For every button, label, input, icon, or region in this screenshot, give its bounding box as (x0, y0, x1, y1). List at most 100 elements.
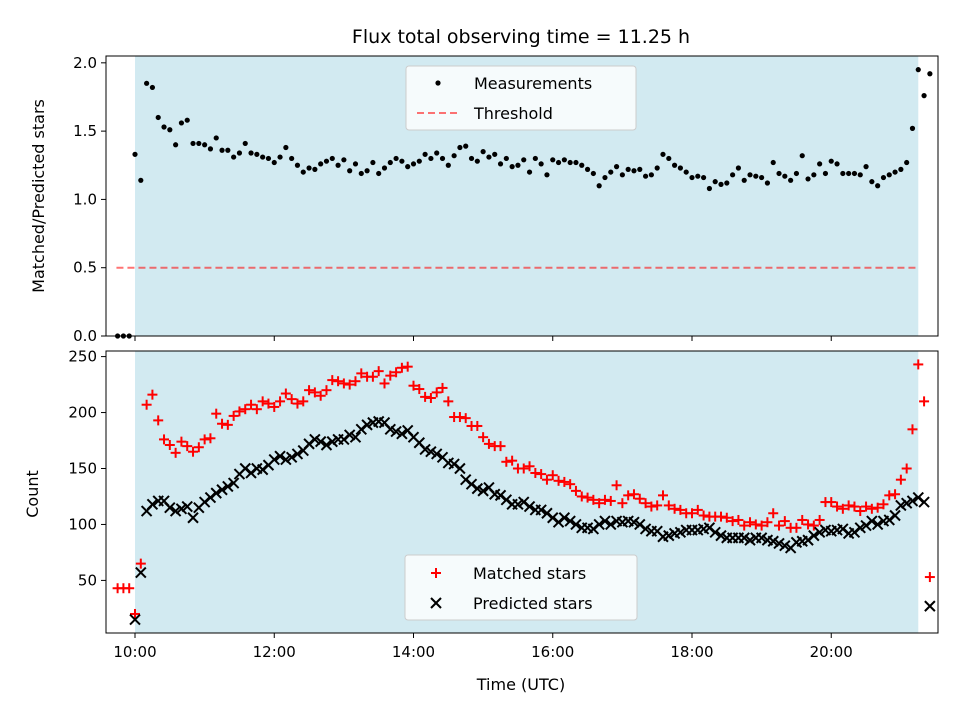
matched-star-point (193, 442, 204, 453)
predicted-star-point (129, 613, 141, 626)
measurement-point (776, 170, 782, 177)
bottom-x-tick-label: 20:00 (810, 643, 853, 661)
measurement-point (817, 161, 823, 167)
matched-star-point (182, 441, 193, 452)
measurement-point (225, 147, 231, 153)
bottom-axis-ticks: 50 100 150 200 250 10:00 12:00 14:00 16:00 18:00 2… (68, 348, 853, 661)
measurement-point (486, 154, 492, 160)
matched-star-point (495, 441, 506, 452)
bottom-y-axis-label: Count (23, 470, 42, 518)
matched-star-point (733, 514, 744, 525)
measurement-point (573, 159, 579, 166)
matched-star-point (698, 510, 709, 521)
measurement-point (584, 166, 591, 172)
measurement-point (596, 183, 602, 189)
measurement-point (178, 120, 185, 126)
matched-star-point (263, 398, 274, 409)
measurement-point (671, 162, 678, 168)
measurement-point (236, 150, 243, 156)
measurement-point (509, 164, 515, 170)
predicted-star-point (216, 484, 228, 496)
measurement-point (869, 179, 875, 185)
matched-star-point (530, 467, 541, 478)
legend-predicted-label: Predicted stars (473, 594, 593, 613)
matched-star-point (901, 463, 912, 474)
measurement-point (793, 170, 800, 177)
predicted-star-point (558, 512, 571, 524)
matched-star-point (745, 517, 756, 528)
measurement-point (880, 174, 887, 181)
matched-star-point (791, 522, 802, 533)
matched-star-point (333, 376, 344, 387)
measurement-point (811, 172, 817, 178)
matched-star-point (878, 499, 889, 510)
measurement-point (886, 172, 892, 178)
matched-star-point (217, 418, 228, 429)
predicted-star-point (349, 431, 362, 443)
matched-star-point (222, 419, 233, 430)
matched-star-point (159, 434, 170, 445)
matched-star-point (803, 519, 814, 530)
measurement-point (532, 155, 538, 162)
matched-star-point (298, 396, 309, 407)
matched-star-point (913, 359, 924, 370)
bottom-x-tick-label: 16:00 (531, 643, 574, 661)
ratio-panel: 0.00.51.01.52.0 Matched/Predicted stars … (29, 54, 939, 345)
measurement-point (300, 169, 306, 175)
matched-star-point (779, 516, 790, 527)
measurement-point (207, 146, 214, 152)
bottom-legend-box (404, 554, 638, 621)
measurement-point (289, 155, 295, 162)
measurement-point (405, 164, 411, 170)
matched-star-point (536, 469, 547, 480)
predicted-star-point (889, 509, 901, 522)
matched-star-point (147, 389, 158, 400)
matched-star-point (164, 440, 175, 450)
matched-star-point (124, 583, 135, 594)
measurement-point (265, 155, 272, 162)
measurement-point (138, 177, 144, 183)
measurement-point (399, 158, 405, 164)
matched-star-point (315, 390, 326, 401)
measurement-point (167, 127, 173, 133)
top-axis-ticks: 0.0 0.5 1.0 1.5 2.0 (73, 54, 832, 345)
matched-star-point (344, 379, 355, 390)
measurement-point (323, 158, 330, 164)
measurement-point (648, 172, 654, 178)
matched-star-point (808, 520, 819, 531)
count-panel: 50 100 150 200 250 10:00 12:00 14:00 16:00 18:00 2… (23, 348, 939, 694)
measurement-point (602, 174, 608, 181)
measurement-point (660, 151, 666, 157)
matched-star-point (356, 368, 367, 379)
measurement-point (387, 159, 393, 166)
matched-star-point (623, 490, 634, 501)
measurement-point (666, 155, 672, 162)
predicted-star-point (918, 496, 930, 508)
measurement-point (857, 172, 863, 178)
matched-star-point (716, 511, 727, 522)
matched-star-point (234, 406, 245, 417)
measurement-point (358, 170, 364, 177)
measurement-point (538, 161, 544, 167)
top-y-tick-label: 1.5 (73, 122, 97, 140)
matched-star-point (246, 399, 257, 410)
matched-star-point (205, 433, 216, 444)
matched-star-point (907, 424, 918, 435)
matched-star-point (408, 380, 419, 391)
measurement-point (451, 153, 457, 159)
measurement-point (445, 162, 451, 168)
matched-star-point (321, 385, 332, 396)
matched-star-point (402, 361, 413, 372)
measurement-point (788, 177, 794, 183)
top-y-axis-label: Matched/Predicted stars (29, 99, 48, 293)
measurement-point (555, 159, 562, 166)
measurement-point (927, 71, 933, 77)
matched-star-point (617, 498, 628, 509)
measurement-point (457, 144, 463, 151)
matched-star-point (657, 490, 668, 501)
predicted-star-point (871, 518, 884, 531)
measurement-point (144, 80, 150, 86)
matched-star-point (750, 519, 761, 530)
measurement-point (637, 166, 643, 172)
measurement-point (724, 180, 730, 186)
